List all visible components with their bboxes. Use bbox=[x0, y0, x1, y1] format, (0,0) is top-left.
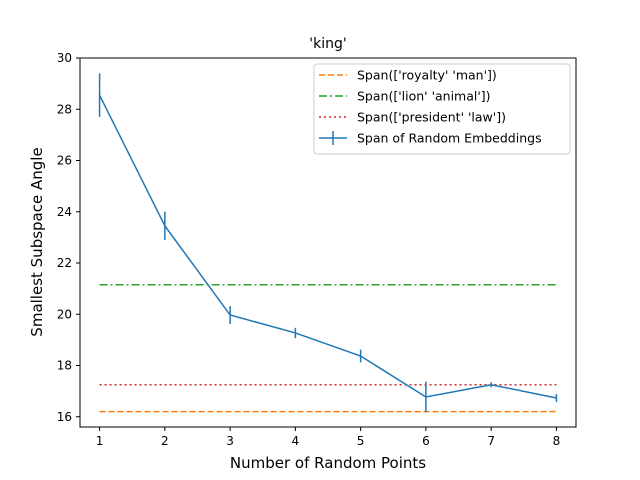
legend-entry: Span of Random Embeddings bbox=[319, 131, 542, 146]
y-tick-label: 16 bbox=[57, 410, 72, 424]
plot-layer bbox=[98, 73, 558, 413]
legend-label: Span(['president' 'law']) bbox=[357, 110, 506, 125]
y-tick-label: 28 bbox=[57, 102, 72, 116]
legend-label: Span of Random Embeddings bbox=[357, 131, 542, 146]
y-tick-label: 24 bbox=[57, 205, 72, 219]
legend-label: Span(['royalty' 'man']) bbox=[357, 68, 497, 83]
legend-entry: Span(['royalty' 'man']) bbox=[319, 68, 497, 83]
x-tick-label: 1 bbox=[96, 434, 104, 448]
plot-frame bbox=[79, 57, 577, 428]
x-tick-label: 2 bbox=[161, 434, 169, 448]
x-tick-label: 4 bbox=[292, 434, 300, 448]
x-axis-label: Number of Random Points bbox=[230, 454, 426, 472]
legend-entry: Span(['lion' 'animal']) bbox=[319, 89, 491, 104]
y-tick-label: 26 bbox=[57, 154, 72, 168]
y-tick-label: 22 bbox=[57, 256, 72, 270]
legend-entry: Span(['president' 'law']) bbox=[319, 110, 506, 125]
y-axis-ticks: 16 18 20 22 24 26 28 30 bbox=[57, 51, 80, 424]
y-axis-label: Smallest Subspace Angle bbox=[28, 147, 46, 336]
legend: Span(['royalty' 'man']) Span(['lion' 'ani… bbox=[313, 63, 571, 155]
legend-items: Span(['royalty' 'man']) Span(['lion' 'ani… bbox=[319, 68, 542, 146]
x-tick-label: 5 bbox=[357, 434, 365, 448]
x-tick-label: 7 bbox=[487, 434, 495, 448]
x-tick-label: 3 bbox=[226, 434, 234, 448]
y-tick-label: 20 bbox=[57, 307, 72, 321]
y-tick-label: 18 bbox=[57, 359, 72, 373]
chart-title: 'king' bbox=[309, 36, 346, 52]
x-axis-ticks: 1 2 3 4 5 6 7 8 bbox=[96, 427, 560, 448]
series-line-0 bbox=[98, 94, 557, 399]
x-tick-label: 6 bbox=[422, 434, 430, 448]
x-tick-label: 8 bbox=[553, 434, 561, 448]
y-tick-label: 30 bbox=[57, 51, 72, 65]
legend-box bbox=[313, 63, 571, 155]
legend-label: Span(['lion' 'animal']) bbox=[357, 89, 491, 104]
